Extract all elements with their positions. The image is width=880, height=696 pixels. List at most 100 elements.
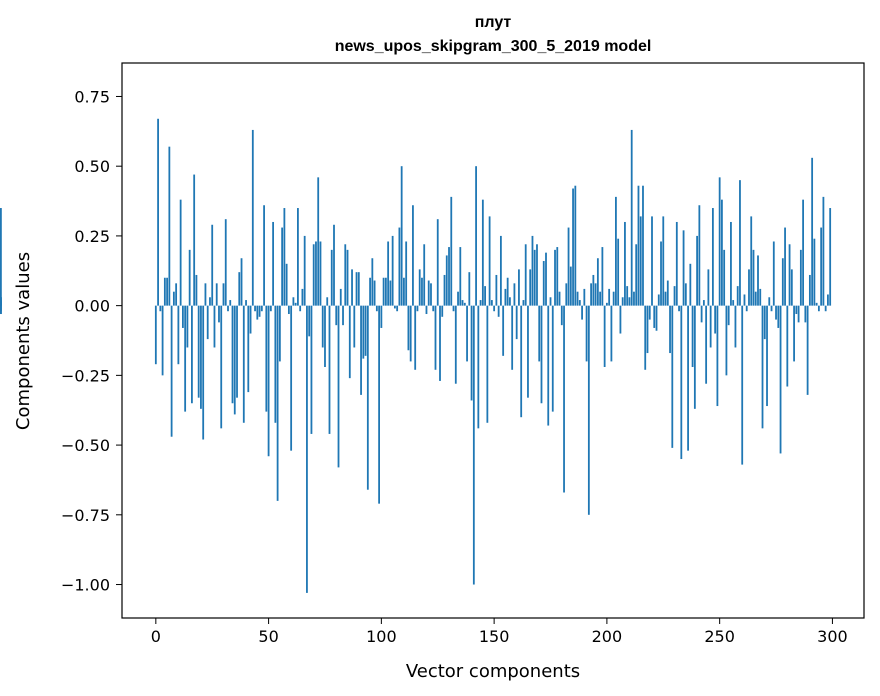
bar-269 [761, 305, 764, 429]
bar-262 [745, 305, 748, 312]
bar-112 [407, 305, 410, 351]
bar-80 [335, 305, 338, 326]
bar-101 [382, 277, 385, 306]
bar-161 [518, 269, 520, 306]
bar-21 [202, 305, 205, 440]
bar-231 [675, 221, 678, 306]
bar-22 [204, 283, 207, 306]
bar-180 [560, 305, 563, 326]
bar-214 [637, 185, 640, 306]
bar-278 [781, 258, 784, 306]
bar-98 [375, 305, 378, 312]
bar-13 [184, 305, 187, 412]
bar-175 [549, 297, 552, 306]
bar-291 [811, 157, 814, 306]
bar-270 [763, 305, 766, 340]
bar-70 [312, 244, 315, 306]
bar-46 [258, 305, 261, 317]
bar-280 [786, 305, 789, 387]
bar-178 [556, 247, 559, 306]
bar-133 [454, 305, 457, 384]
bar-12 [181, 305, 184, 328]
bar-153 [499, 235, 502, 306]
bar-54 [276, 305, 279, 501]
bar-272 [768, 297, 771, 306]
bar-263 [748, 269, 750, 306]
bar-189 [581, 305, 583, 320]
x-axis-ticks: 0 50 100 150 200 250 300 [151, 618, 848, 646]
bar-296 [822, 196, 825, 306]
bar-15 [188, 249, 191, 306]
bar-138 [466, 305, 468, 362]
bar-28 [218, 305, 220, 323]
bar-139 [468, 272, 471, 306]
x-tick-label: 200 [592, 627, 623, 646]
bar-190 [583, 288, 586, 306]
bar-159 [513, 283, 516, 306]
bar-35 [233, 305, 236, 415]
bar-200 [605, 302, 608, 306]
bar-182 [565, 283, 568, 306]
bar-162 [520, 305, 523, 418]
x-tick-label: 50 [258, 627, 278, 646]
bar-128 [443, 274, 446, 306]
bar-14 [186, 305, 189, 348]
bar-220 [651, 216, 653, 306]
bar-234 [682, 230, 685, 306]
bar-168 [533, 249, 536, 306]
bar-266 [754, 291, 757, 306]
bar-282 [790, 269, 793, 306]
bar-2 [159, 305, 162, 312]
bar-74 [321, 305, 324, 348]
bar-155 [504, 288, 507, 306]
bar-184 [569, 266, 572, 306]
bar-228 [669, 305, 671, 354]
bar-185 [572, 188, 574, 306]
bar-114 [412, 205, 414, 306]
bar-238 [691, 305, 694, 367]
bar-48 [263, 205, 265, 306]
bar-237 [689, 263, 692, 306]
bar-274 [772, 241, 775, 306]
bar-196 [596, 258, 599, 306]
bar-285 [797, 305, 800, 323]
bar-216 [642, 185, 644, 306]
bar-106 [393, 305, 396, 309]
bar-210 [628, 297, 631, 306]
bar-209 [626, 286, 629, 306]
bar-3 [161, 305, 164, 376]
bar-219 [648, 305, 651, 320]
bar-141 [472, 305, 475, 585]
bar-63 [297, 208, 299, 306]
bar-223 [657, 294, 660, 306]
bar-222 [655, 305, 658, 331]
bar-122 [430, 283, 432, 306]
bar-257 [734, 305, 737, 348]
bar-55 [278, 305, 281, 362]
bar-1 [157, 118, 159, 306]
bar-111 [405, 241, 408, 306]
bar-194 [592, 274, 595, 306]
bar-239 [693, 305, 696, 409]
bar-134 [457, 291, 459, 306]
bar-136 [461, 300, 464, 306]
y-tick-label: 0.75 [74, 87, 110, 106]
bar-166 [529, 269, 532, 306]
bar-206 [619, 305, 622, 334]
bar-58 [285, 263, 288, 306]
bar-91 [360, 305, 362, 395]
bar-115 [414, 305, 417, 370]
x-tick-label: 300 [817, 627, 848, 646]
bar-125 [436, 219, 439, 306]
bar-163 [522, 300, 525, 306]
bar-36 [236, 305, 238, 398]
bar-251 [721, 199, 723, 306]
bar-119 [423, 244, 426, 306]
chart-subtitle: news_upos_skipgram_300_5_2019 model [335, 38, 652, 55]
bar-87 [351, 269, 353, 306]
bar-158 [511, 305, 514, 370]
bar-51 [269, 305, 272, 312]
bar-11 [179, 199, 182, 306]
bar-132 [452, 305, 455, 312]
